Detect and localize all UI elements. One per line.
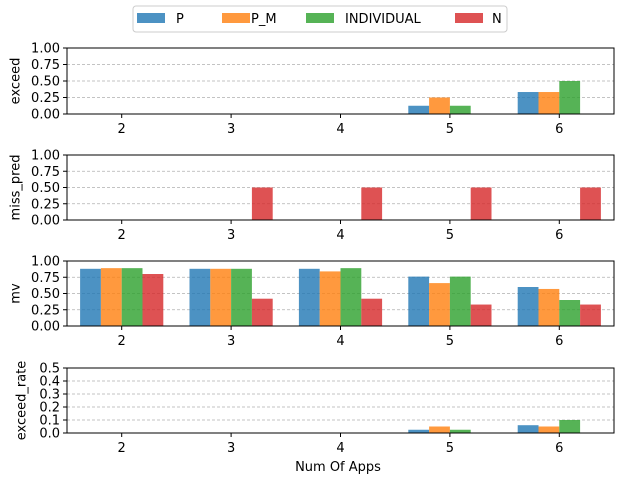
- bar-p-4: [298, 268, 320, 326]
- x-tick-label: 3: [227, 228, 235, 243]
- bar-p-m-5: [429, 283, 450, 326]
- y-tick-label: 0.25: [31, 197, 60, 212]
- bar-p-3: [189, 268, 211, 326]
- bar-p-m-2: [100, 268, 122, 326]
- bar-p-m-5: [429, 97, 450, 114]
- bar-n-5: [470, 187, 492, 220]
- panel-exceed: 0.00 0.250.50 0.751.00 2 3 4 5 6 exceed: [9, 42, 615, 137]
- y-axis-label: exceed_rate: [15, 361, 30, 441]
- x-tick-label: 2: [118, 334, 126, 349]
- bar-individual-3: [231, 268, 252, 326]
- x-tick-label: 4: [336, 228, 344, 243]
- panel-miss-pred: 0.00 0.250.500.751.00 2 3 4 5 6 miss_pred: [9, 149, 615, 243]
- y-tick-label: 0.5: [39, 362, 60, 377]
- bar-p-5: [408, 105, 430, 114]
- x-tick-label: 6: [555, 441, 563, 456]
- y-tick-label: 0.00: [31, 214, 60, 229]
- y-tick-label: 1.00: [31, 42, 60, 57]
- y-tick-label: 1.00: [31, 255, 60, 270]
- bar-p-2: [80, 268, 101, 326]
- chart-panels: 0.000.250.500.751.002 3 4 5 6exceed0.000.250…: [9, 42, 615, 456]
- bar-n-3: [251, 298, 273, 326]
- bar-n-4: [361, 298, 383, 326]
- legend-swatch-p: [137, 13, 165, 23]
- panel-exceed-rate: 0.00.10.20.30.40.5 2 3 4 5 6 exceed_rate: [15, 361, 615, 456]
- x-tick-label: 6: [555, 228, 563, 243]
- y-tick-label: 0.00: [31, 320, 60, 335]
- bar-p-m-6: [538, 426, 560, 433]
- x-tick-label: 4: [336, 441, 344, 456]
- bar-individual-5: [449, 276, 471, 326]
- y-tick-label: 0.50: [31, 287, 60, 302]
- y-axis-label: exceed: [9, 58, 24, 105]
- x-tick-label: 6: [555, 334, 563, 349]
- bar-individual-4: [340, 268, 362, 326]
- bar-individual-2: [121, 268, 143, 326]
- x-tick-label: 5: [446, 441, 454, 456]
- legend-swatch-individual: [306, 13, 334, 23]
- y-tick-label: 0.75: [31, 165, 60, 180]
- bar-n-6: [580, 187, 601, 220]
- y-tick-label: 0.0: [39, 427, 60, 442]
- y-tick-label: 0.75: [31, 271, 60, 286]
- bar-n-3: [251, 187, 273, 220]
- bar-p-m-5: [429, 426, 450, 433]
- legend-label-n: N: [492, 12, 502, 27]
- legend: P P_M INDIVIDUAL N: [132, 5, 508, 33]
- bar-p-m-4: [319, 271, 341, 326]
- x-tick-label: 2: [118, 441, 126, 456]
- x-tick-label: 4: [336, 334, 344, 349]
- legend-swatch-n: [455, 13, 483, 23]
- legend-swatch-p-m: [222, 13, 250, 23]
- x-tick-label: 5: [446, 228, 454, 243]
- x-tick-label: 2: [118, 122, 126, 137]
- bar-p-6: [517, 92, 539, 114]
- y-axis-label: mv: [9, 283, 24, 304]
- bar-n-5: [470, 304, 492, 326]
- axes-frame: [66, 367, 615, 434]
- y-tick-label: 0.50: [31, 75, 60, 90]
- legend-label-individual: INDIVIDUAL: [345, 12, 422, 27]
- y-tick-label: 0.2: [39, 401, 60, 416]
- bar-p-6: [517, 425, 539, 433]
- y-axis-label: miss_pred: [9, 155, 24, 221]
- x-axis-label: Num Of Apps: [295, 460, 381, 475]
- x-tick-label: 5: [446, 334, 454, 349]
- bar-individual-5: [449, 429, 471, 433]
- y-tick-label: 0.00: [31, 108, 60, 123]
- y-tick-label: 0.1: [39, 414, 60, 429]
- x-tick-label: 3: [227, 441, 235, 456]
- y-tick-label: 0.50: [31, 181, 60, 196]
- bar-n-2: [142, 274, 164, 326]
- bar-individual-5: [449, 105, 471, 114]
- x-tick-label: 6: [555, 122, 563, 137]
- bar-p-m-3: [210, 268, 232, 326]
- bar-n-4: [361, 187, 383, 220]
- legend-label-p: P: [176, 12, 184, 27]
- y-tick-label: 0.25: [31, 91, 60, 106]
- x-tick-label: 2: [118, 228, 126, 243]
- x-tick-label: 3: [227, 334, 235, 349]
- panel-mv: 0.00 0.250.500.751.00 2 3 4 5 6 mv: [9, 255, 615, 349]
- y-tick-label: 0.3: [39, 388, 60, 403]
- y-tick-label: 0.25: [31, 303, 60, 318]
- x-tick-label: 3: [227, 122, 235, 137]
- bar-individual-6: [559, 300, 581, 326]
- y-tick-label: 0.75: [31, 58, 60, 73]
- bar-p-6: [517, 287, 539, 326]
- bar-individual-6: [559, 420, 581, 433]
- bar-n-6: [580, 304, 601, 326]
- legend-label-p-m: P_M: [251, 12, 277, 27]
- bar-p-m-6: [538, 92, 560, 114]
- x-tick-label: 5: [446, 122, 454, 137]
- y-tick-label: 1.00: [31, 149, 60, 164]
- y-tick-label: 0.4: [39, 375, 60, 390]
- bar-p-m-6: [538, 288, 560, 326]
- bar-p-5: [408, 429, 430, 433]
- bar-p-5: [408, 276, 430, 326]
- bar-individual-6: [559, 81, 581, 114]
- x-tick-label: 4: [336, 122, 344, 137]
